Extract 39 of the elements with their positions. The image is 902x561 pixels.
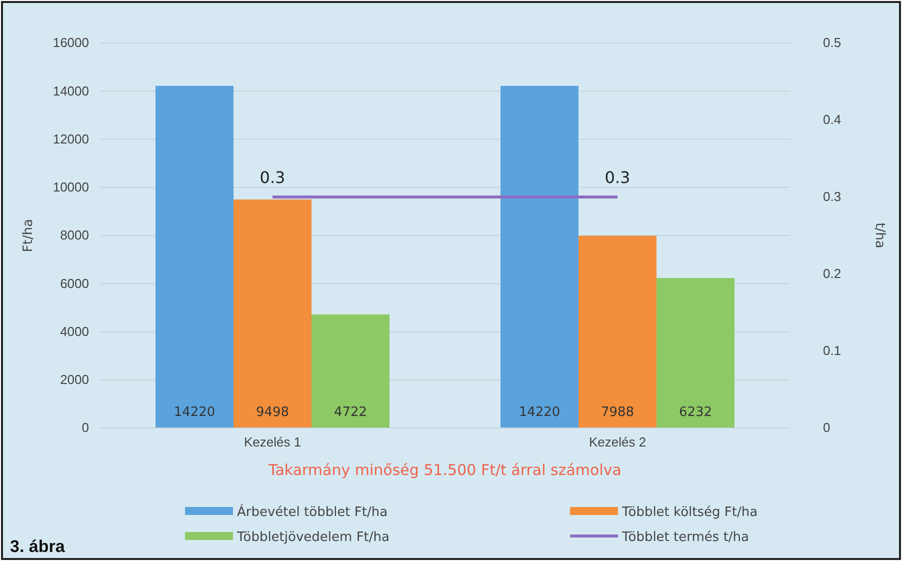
legend-label: Többlet költség Ft/ha bbox=[621, 505, 758, 520]
data-label: 0.3 bbox=[604, 168, 630, 187]
bar bbox=[234, 199, 312, 428]
data-label: 7988 bbox=[600, 405, 634, 420]
y2-tick-label: 0.5 bbox=[823, 35, 842, 50]
y-tick-label: 2000 bbox=[60, 372, 89, 388]
y-tick-label: 0 bbox=[82, 420, 89, 436]
y-tick-label: 12000 bbox=[52, 131, 89, 146]
data-label: 9498 bbox=[256, 405, 290, 420]
y-tick-label: 4000 bbox=[60, 324, 89, 339]
bar bbox=[578, 236, 656, 428]
y-tick-label: 8000 bbox=[60, 228, 89, 243]
y2-tick-label: 0.2 bbox=[823, 266, 842, 282]
data-label: 0.3 bbox=[260, 168, 286, 187]
y2-tick-label: 0.1 bbox=[823, 343, 842, 358]
y-axis-title: Ft/ha bbox=[21, 218, 36, 252]
x-tick-label: Kezelés 2 bbox=[588, 434, 646, 450]
y2-tick-label: 0.3 bbox=[823, 189, 842, 204]
bar bbox=[500, 86, 578, 428]
bar bbox=[156, 86, 234, 428]
y-tick-label: 6000 bbox=[60, 276, 89, 291]
text: 3. ábra bbox=[10, 537, 66, 556]
bar bbox=[312, 314, 390, 428]
legend-label: Többlet termés t/ha bbox=[621, 530, 749, 545]
y-tick-label: 10000 bbox=[52, 180, 89, 195]
data-label: 14220 bbox=[174, 405, 216, 420]
y2-tick-label: 0 bbox=[823, 420, 830, 436]
y2-axis-title: t/ha bbox=[872, 222, 887, 248]
data-label: 6232 bbox=[678, 405, 712, 420]
data-label: 4722 bbox=[334, 405, 368, 420]
legend-label: Árbevétel többlet Ft/ha bbox=[237, 503, 388, 520]
y-tick-label: 14000 bbox=[52, 83, 89, 98]
data-label: 14220 bbox=[518, 405, 560, 420]
x-tick-label: Kezelés 1 bbox=[244, 434, 302, 450]
bar bbox=[656, 278, 734, 428]
y2-tick-label: 0.4 bbox=[823, 112, 842, 128]
text: Takarmány minőség 51.500 Ft/t árral számolva bbox=[268, 461, 622, 479]
y-tick-label: 16000 bbox=[52, 35, 89, 50]
legend-label: Többletjövedelem Ft/ha bbox=[236, 530, 390, 545]
